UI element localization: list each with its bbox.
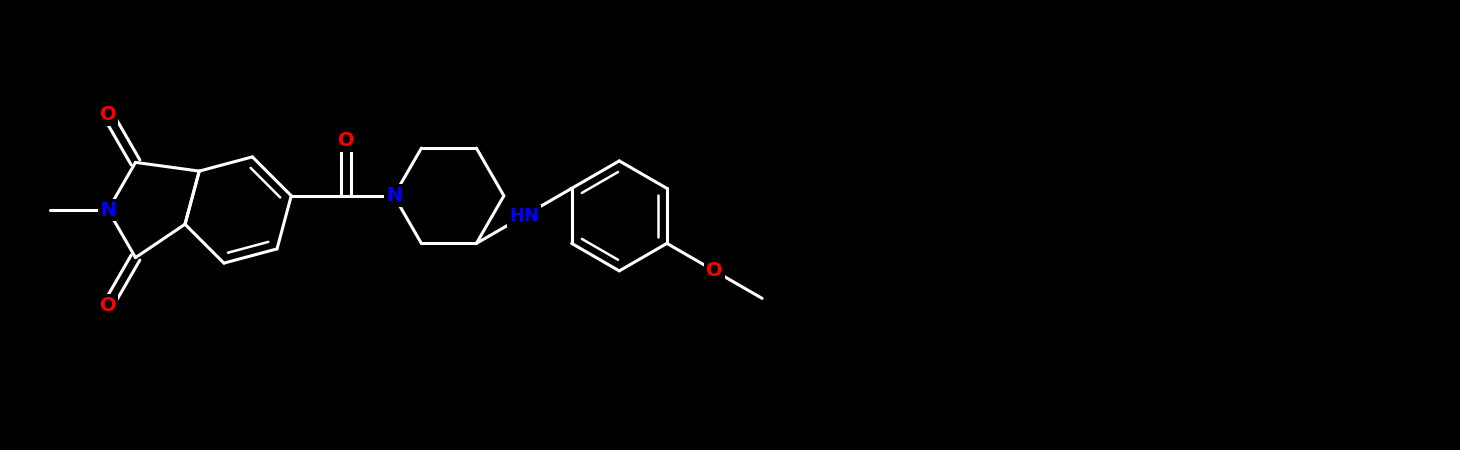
Text: O: O <box>707 261 723 280</box>
Text: O: O <box>99 296 117 315</box>
Text: N: N <box>385 186 402 205</box>
Text: O: O <box>99 105 117 124</box>
Text: N: N <box>99 201 117 220</box>
Text: O: O <box>337 131 355 150</box>
Text: HN: HN <box>510 207 539 225</box>
